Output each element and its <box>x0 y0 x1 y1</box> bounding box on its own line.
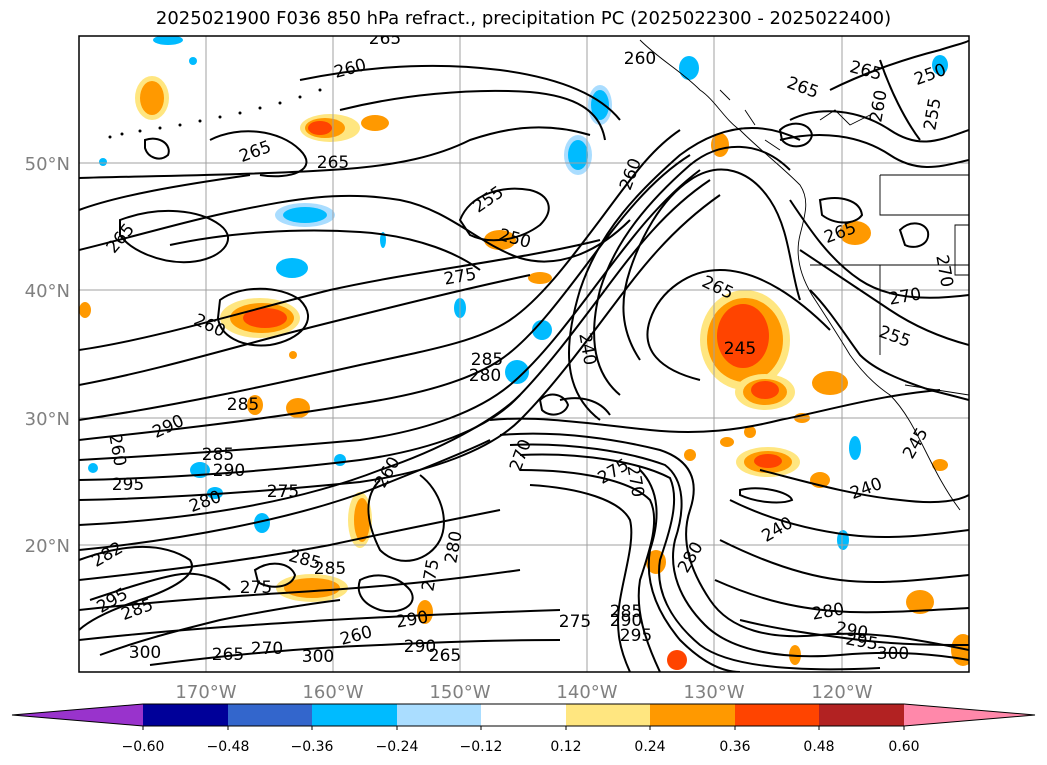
contour-label: 275 <box>559 612 591 632</box>
colorbar-segment <box>650 704 735 726</box>
lon-label: 120°W <box>811 682 872 703</box>
contour-label: 265 <box>369 29 401 49</box>
colorbar-segment <box>735 704 819 726</box>
map-title: 2025021900 F036 850 hPa refract., precip… <box>155 8 892 29</box>
lat-label: 50°N <box>25 154 70 175</box>
colorbar <box>11 703 1036 730</box>
colorbar-tick-label: 0.48 <box>803 739 834 755</box>
lon-label: 160°W <box>302 682 363 703</box>
aleutian-islands <box>108 88 322 139</box>
colorbar-segment <box>12 704 143 726</box>
contour-label: 285 <box>314 559 346 579</box>
colorbar-segment <box>143 704 228 726</box>
colorbar-tick-label: 0.60 <box>888 739 919 755</box>
contour-label: 295 <box>620 626 652 646</box>
colorbar-segment <box>566 704 650 726</box>
contour-label: 245 <box>724 339 756 359</box>
colorbar-segment <box>904 704 1035 726</box>
colorbar-tick-label: 0.24 <box>634 739 665 755</box>
lon-label: 170°W <box>175 682 236 703</box>
colorbar-segment <box>481 704 566 726</box>
contour-label: 285 <box>227 395 259 415</box>
contour-label: 285 <box>610 602 642 622</box>
contour-label: 285 <box>471 350 503 370</box>
map-frame <box>78 35 970 673</box>
colorbar-tick-label: −0.60 <box>122 739 165 755</box>
contour-label: 300 <box>877 644 909 664</box>
contour-label: 260 <box>624 49 656 69</box>
lat-label: 30°N <box>25 409 70 430</box>
coastlines <box>639 39 969 511</box>
colorbar-tick-label: −0.24 <box>376 739 419 755</box>
colorbar-segment <box>228 704 312 726</box>
contour-label: 290 <box>213 461 245 481</box>
colorbar-segment <box>819 704 904 726</box>
latitude-labels: 50°N 40°N 30°N 20°N <box>25 154 70 557</box>
lon-label: 130°W <box>683 682 744 703</box>
contour-label: 295 <box>112 475 144 495</box>
refractivity-contours <box>79 39 969 672</box>
lat-label: 20°N <box>25 536 70 557</box>
longitude-labels: 170°W 160°W 150°W 140°W 130°W 120°W <box>175 682 872 703</box>
contour-label: 300 <box>302 647 334 667</box>
contour-label: 285 <box>202 445 234 465</box>
contour-label: 265 <box>429 646 461 666</box>
contour-label: 275 <box>267 482 299 502</box>
contour-label: 265 <box>212 645 244 665</box>
colorbar-segment <box>312 704 397 726</box>
contour-label: 280 <box>469 366 501 386</box>
contour-label: 290 <box>404 637 436 657</box>
colorbar-tick-label: −0.48 <box>207 739 250 755</box>
colorbar-tick-label: −0.12 <box>460 739 503 755</box>
contour-label: 265 <box>317 153 349 173</box>
lon-label: 140°W <box>556 682 617 703</box>
colorbar-ticks: −0.60 −0.48 −0.36 −0.24 −0.12 0.12 0.24 … <box>122 739 920 755</box>
contour-label: 300 <box>129 643 161 663</box>
contour-label: 290 <box>610 611 642 631</box>
colorbar-tick-label: 0.12 <box>550 739 581 755</box>
colorbar-tick-label: 0.36 <box>719 739 750 755</box>
contour-label: 270 <box>251 639 283 659</box>
contour-label: 275 <box>240 578 272 598</box>
lon-label: 150°W <box>429 682 490 703</box>
precipitation-shading <box>79 36 969 670</box>
lat-label: 40°N <box>25 281 70 302</box>
colorbar-segment <box>397 704 481 726</box>
colorbar-tick-label: −0.36 <box>291 739 334 755</box>
